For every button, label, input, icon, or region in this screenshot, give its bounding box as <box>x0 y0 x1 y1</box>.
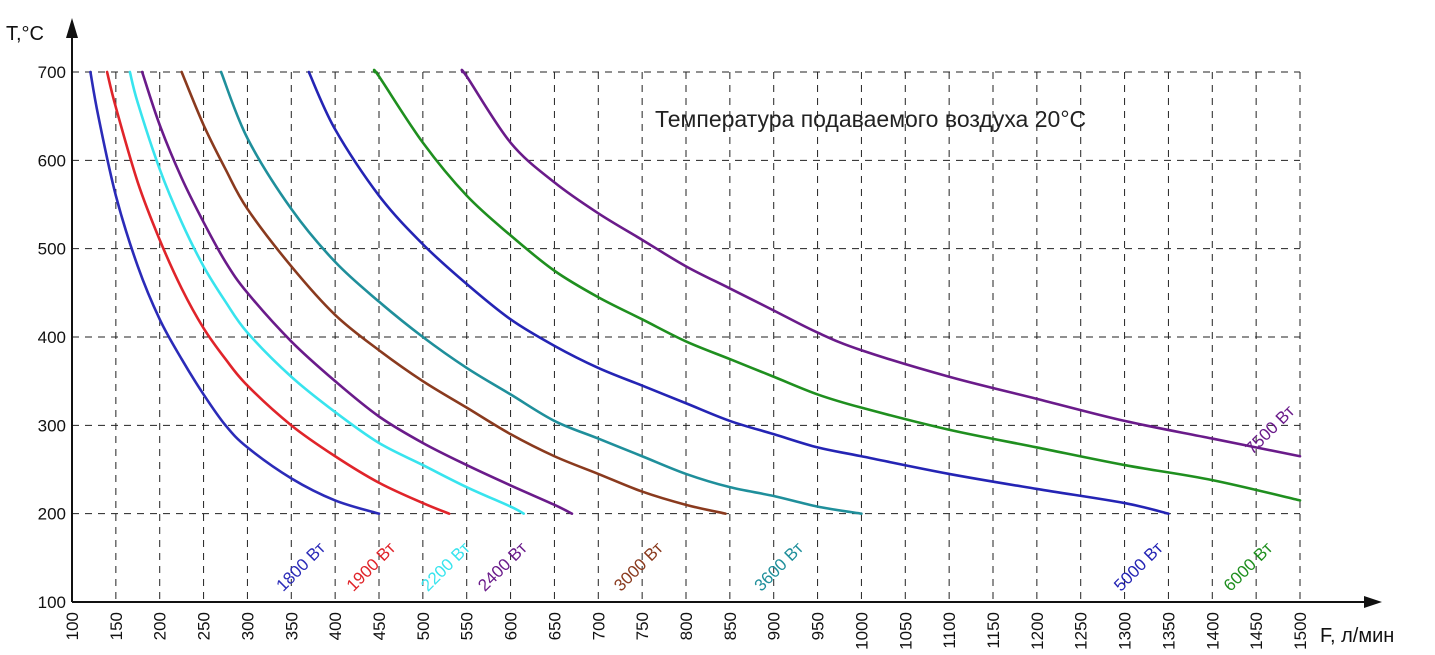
x-tick-label: 850 <box>721 612 740 640</box>
x-tick-label: 500 <box>414 612 433 640</box>
x-tick-label: 1200 <box>1028 612 1047 650</box>
x-tick-label: 1300 <box>1116 612 1135 650</box>
y-tick-label: 700 <box>38 63 66 82</box>
tick-labels: 100 150 200 250 300 350 400 450 500 550 600 650 700 7… <box>38 63 1310 650</box>
x-tick-label: 600 <box>502 612 521 640</box>
y-tick-label: 100 <box>38 593 66 612</box>
y-tick-label: 500 <box>38 240 66 259</box>
x-tick-label: 550 <box>458 612 477 640</box>
chart-title: Температура подаваемого воздуха 20°C <box>655 106 1086 132</box>
x-tick-label: 100 <box>63 612 82 640</box>
series-label-8: 6000 Вт <box>1220 538 1277 595</box>
x-tick-label: 1400 <box>1203 612 1222 650</box>
x-tick-label: 1150 <box>984 612 1003 649</box>
series-label-7: 5000 Вт <box>1110 538 1167 595</box>
y-axis-label: T,°C <box>6 23 44 45</box>
series-label-6: 3600 Вт <box>751 538 808 595</box>
series-lines <box>89 68 1302 515</box>
x-tick-label: 1450 <box>1247 612 1266 650</box>
series-label-4: 2400 Вт <box>474 538 531 595</box>
x-tick-label: 400 <box>326 612 345 640</box>
series-line-1 <box>89 70 381 515</box>
x-axis-arrow <box>1364 596 1382 608</box>
y-tick-label: 200 <box>38 505 66 524</box>
series-label-1: 1800 Вт <box>273 538 330 595</box>
x-tick-label: 1100 <box>940 612 959 649</box>
x-axis-label: F, л/мин <box>1320 625 1394 647</box>
series-line-7 <box>307 70 1170 515</box>
series-line-8 <box>372 68 1302 502</box>
x-tick-label: 150 <box>107 612 126 640</box>
x-tick-label: 1250 <box>1072 612 1091 650</box>
x-tick-label: 350 <box>282 612 301 640</box>
y-tick-label: 300 <box>38 416 66 435</box>
y-axis-arrow <box>66 18 78 38</box>
x-tick-label: 800 <box>677 612 696 640</box>
x-tick-label: 900 <box>765 612 784 640</box>
x-tick-label: 700 <box>589 612 608 640</box>
y-tick-label: 400 <box>38 328 66 347</box>
series-line-3 <box>128 70 526 515</box>
x-tick-label: 1050 <box>896 612 915 650</box>
x-tick-label: 450 <box>370 612 389 640</box>
x-tick-label: 750 <box>633 612 652 640</box>
x-tick-label: 300 <box>238 612 257 640</box>
grid <box>72 71 1301 602</box>
y-tick-label: 600 <box>38 151 66 170</box>
series-line-6 <box>219 70 863 515</box>
x-tick-label: 1000 <box>852 612 871 650</box>
series-line-4 <box>140 70 574 515</box>
x-tick-label: 1350 <box>1159 612 1178 650</box>
series-line-2 <box>105 70 451 515</box>
x-tick-label: 1500 <box>1291 612 1310 650</box>
x-tick-label: 200 <box>151 612 170 640</box>
axes: T,°C F, л/мин <box>6 18 1394 647</box>
series-label-5: 3000 Вт <box>610 538 667 595</box>
x-tick-label: 250 <box>195 612 214 640</box>
series-label-2: 1900 Вт <box>343 538 400 595</box>
series-line-9 <box>460 68 1302 458</box>
series-line-5 <box>180 70 727 515</box>
x-tick-label: 650 <box>545 612 564 640</box>
x-tick-label: 950 <box>809 612 828 640</box>
series-label-3: 2200 Вт <box>417 538 474 595</box>
